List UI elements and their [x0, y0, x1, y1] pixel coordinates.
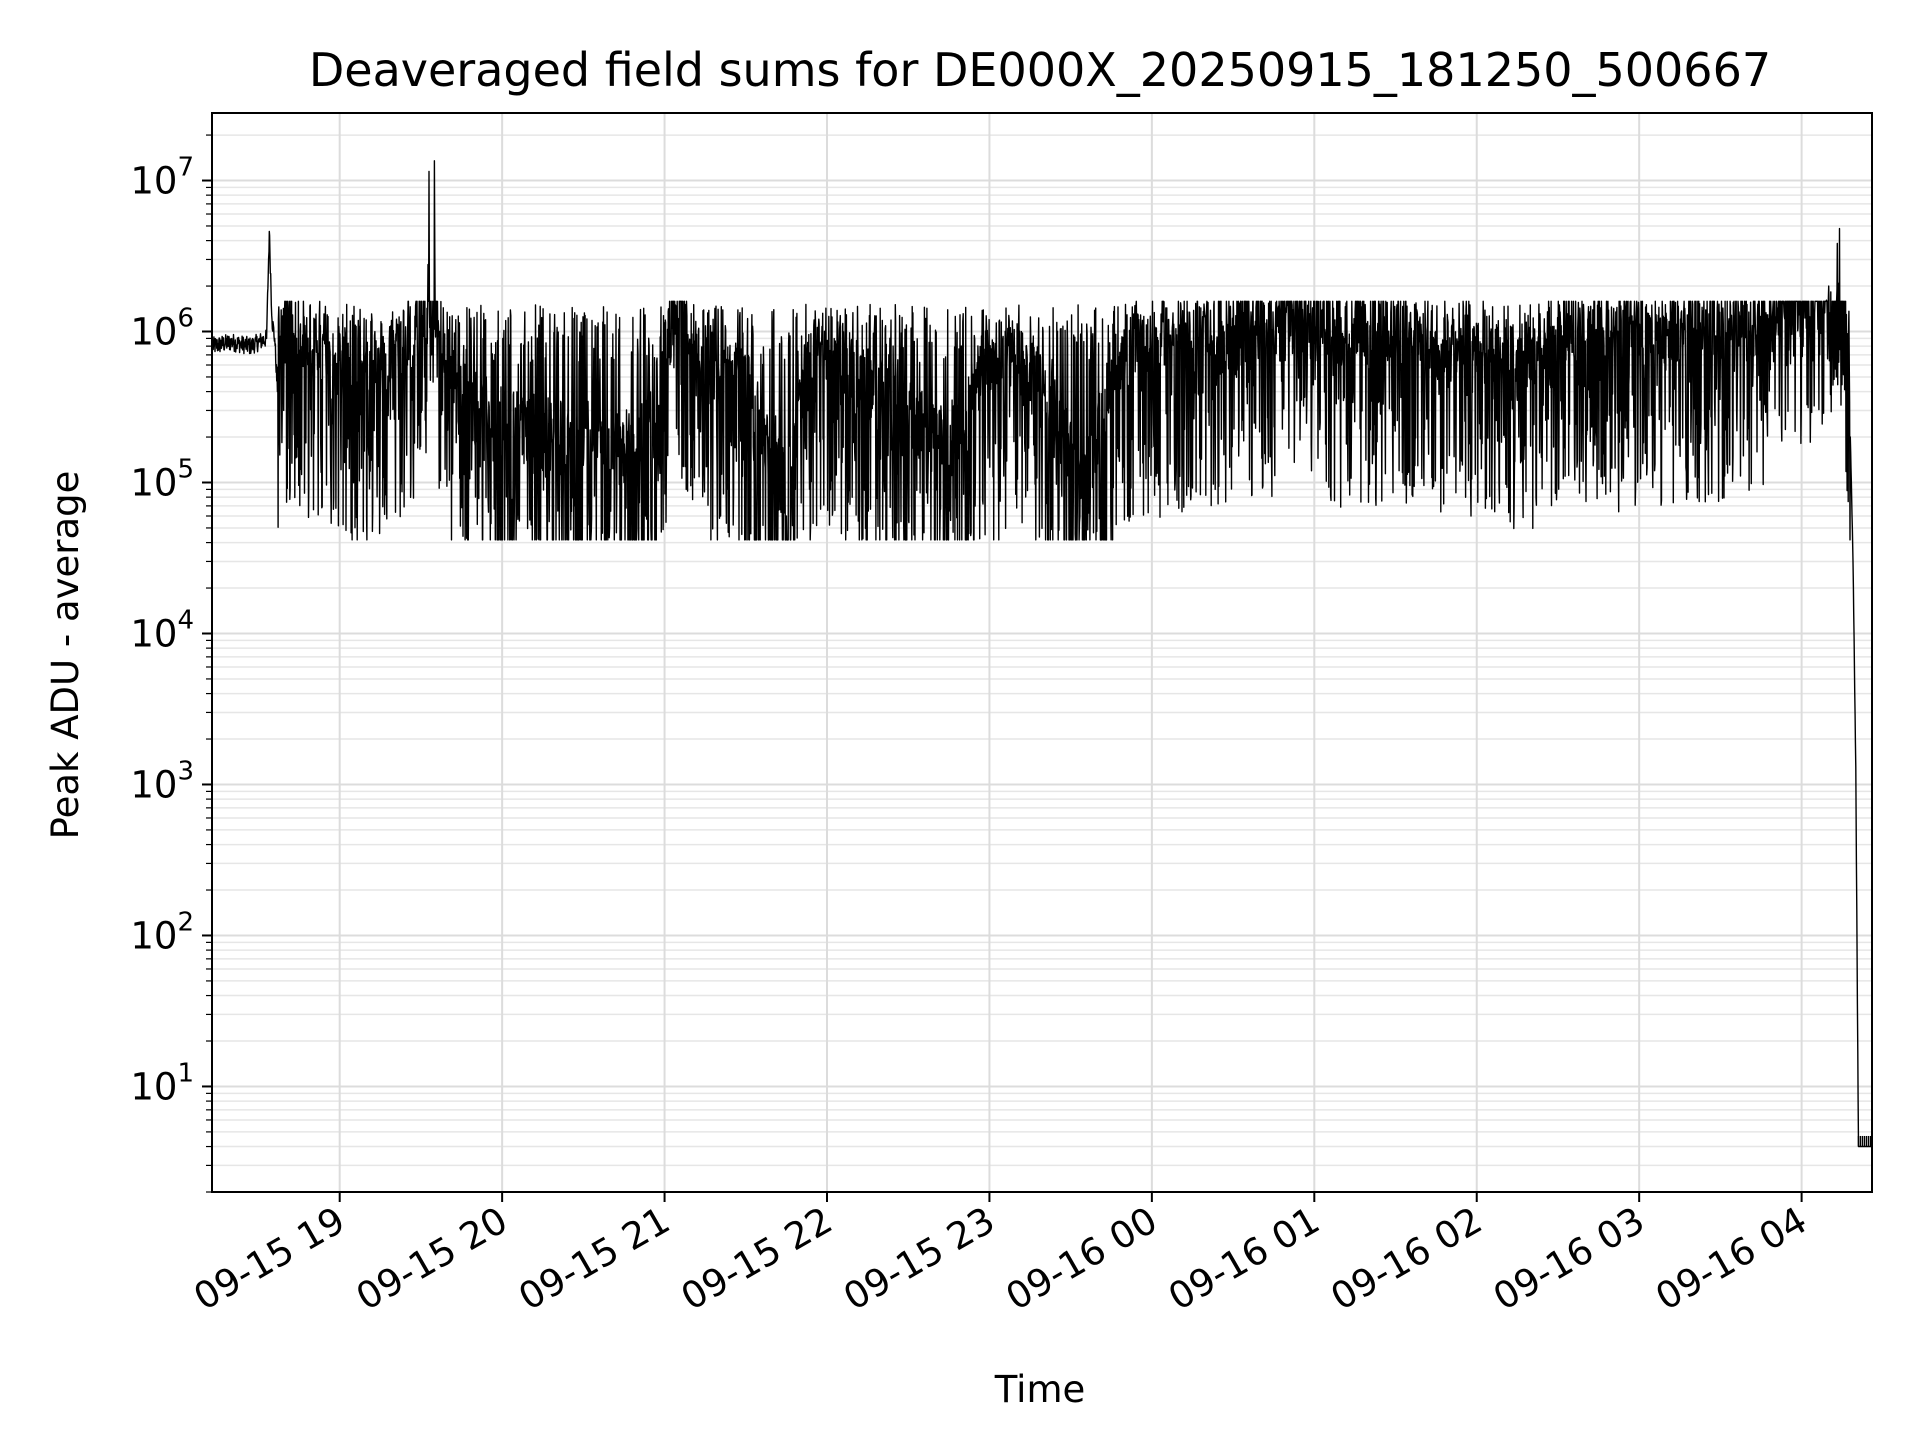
y-tick-label: 105 [130, 454, 194, 504]
y-tick-label: 104 [130, 605, 194, 655]
y-tick-label: 103 [130, 756, 194, 806]
y-tick-label: 106 [130, 304, 194, 354]
y-tick-label: 102 [130, 907, 194, 957]
grid [212, 113, 1872, 1193]
y-tick-label: 101 [130, 1058, 194, 1108]
y-axis-ticks: 101 102 103 104 105 106 107 [130, 134, 212, 1193]
chart-title: Deaveraged field sums for DE000X_2025091… [309, 43, 1771, 97]
y-tick-label: 107 [130, 153, 194, 203]
x-axis-label: Time [994, 1368, 1086, 1411]
data-layer [211, 160, 1873, 1148]
y-axis-label: Peak ADU - average [44, 471, 87, 840]
plot-frame [211, 112, 1873, 1193]
series-line [211, 160, 1873, 1148]
